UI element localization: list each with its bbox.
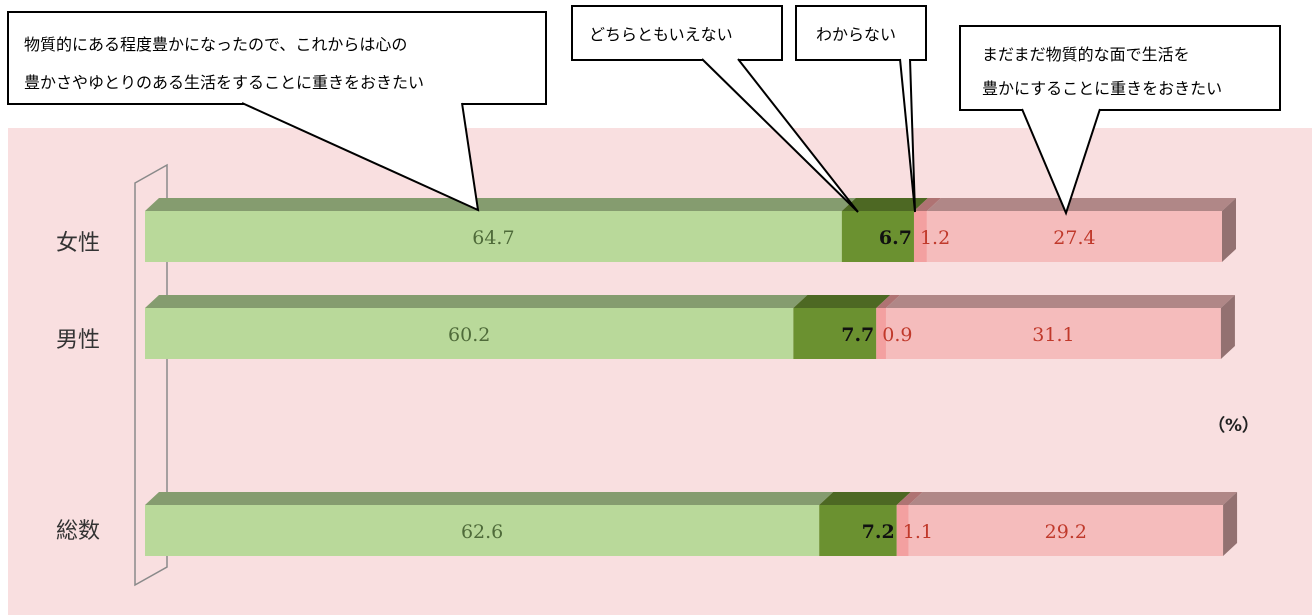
bar-top-face: [885, 295, 1235, 308]
value-label: 0.9: [882, 324, 912, 346]
callout-1-line-2: 豊かさやゆとりのある生活をすることに重きをおきたい: [24, 73, 424, 92]
bar-segment: [145, 308, 794, 359]
bar-top-face: [876, 295, 900, 308]
bar-top-face: [145, 295, 808, 308]
category-label-male: 男性: [56, 328, 100, 353]
bar-segment: [908, 505, 1224, 556]
category-label-female: 女性: [56, 231, 100, 256]
callout-4-line-1: まだまだ物質的な面で生活を: [982, 45, 1190, 64]
category-labels-group: 女性 男性 総数: [56, 231, 100, 544]
callout-1-line-1: 物質的にある程度豊かになったので、これからは心の: [24, 35, 407, 54]
value-label: 29.2: [1045, 521, 1087, 543]
bar-top-face: [841, 198, 928, 211]
value-label: 1.2: [920, 227, 950, 249]
bar-top-face: [145, 198, 856, 211]
category-label-total: 総数: [56, 519, 100, 544]
bar-top-face: [145, 492, 834, 505]
bar-segment: [926, 211, 1222, 262]
value-label: 7.7: [841, 324, 874, 346]
bar-segment: [145, 211, 842, 262]
bar-segment: [896, 505, 909, 556]
callout-4-line-2: 豊かにすることに重きをおきたい: [982, 79, 1222, 98]
callout-1-pointer: [241, 102, 480, 212]
value-label: 1.1: [903, 521, 933, 543]
callout-box-1: 物質的にある程度豊かになったので、これからは心の 豊かさやゆとりのある生活をする…: [7, 11, 547, 212]
value-label: 62.6: [461, 521, 503, 543]
callout-box-2: どちらともいえない: [571, 5, 859, 213]
bar-top-face: [793, 295, 891, 308]
bar-side-face: [1223, 492, 1238, 556]
depth-wall: [134, 163, 168, 587]
bar-top-face: [913, 198, 941, 211]
value-label: 64.7: [472, 227, 514, 249]
value-labels-group: 64.7 6.7 1.2 27.4 60.2 7.7 0.9 31.1 62.6 7.2 1.1 29…: [448, 227, 1096, 543]
bar-segment: [819, 505, 897, 556]
value-label: 7.2: [862, 521, 895, 543]
unit-label: （%）: [1208, 415, 1259, 436]
value-label: 6.7: [879, 227, 912, 249]
bar-segment: [793, 308, 877, 359]
value-label: 31.1: [1032, 324, 1074, 346]
callouts-group: 物質的にある程度豊かになったので、これからは心の 豊かさやゆとりのある生活をする…: [7, 5, 1281, 216]
callout-3-line-1: わからない: [816, 25, 896, 44]
bar-segment: [145, 505, 820, 556]
bar-top-face: [896, 492, 923, 505]
callout-2-line-1: どちらともいえない: [589, 25, 733, 44]
bar-segment: [876, 308, 886, 359]
bar-segment: [913, 211, 927, 262]
bar-top-face: [908, 492, 1238, 505]
bar-side-face: [1220, 295, 1235, 359]
axis-depth-wall: [134, 163, 168, 587]
callout-box-3: わからない: [795, 5, 927, 213]
bar-side-face: [1222, 198, 1236, 262]
bar-top-face: [926, 198, 1236, 211]
bar-segment: [841, 211, 914, 262]
callout-box-4: まだまだ物質的な面で生活を 豊かにすることに重きをおきたい: [959, 25, 1281, 216]
bars-group: [145, 198, 1238, 556]
callout-4-pointer: [1021, 108, 1101, 216]
callout-2-pointer: [701, 58, 859, 213]
value-label: 60.2: [448, 324, 490, 346]
bar-segment: [885, 308, 1221, 359]
value-label: 27.4: [1053, 227, 1095, 249]
bar-top-face: [819, 492, 911, 505]
callout-3-pointer: [899, 58, 916, 213]
